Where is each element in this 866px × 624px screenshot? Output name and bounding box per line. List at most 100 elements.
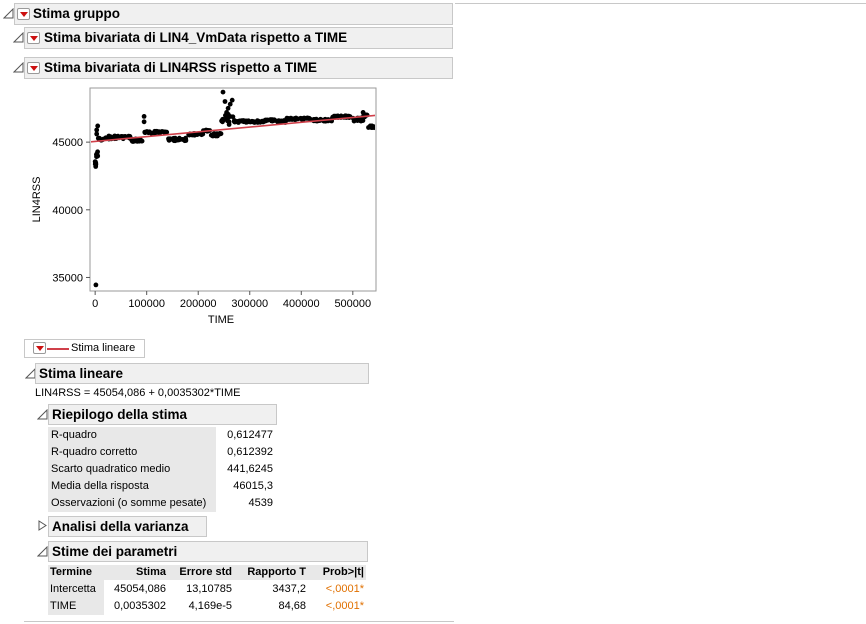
data-point [331, 113, 337, 119]
data-point [120, 134, 126, 139]
collapse-triangle-icon[interactable] [37, 546, 48, 557]
summary-value: 0,612477 [227, 429, 273, 441]
data-point [222, 99, 228, 104]
data-point [278, 119, 284, 125]
params-cell: <,0001* [325, 583, 364, 595]
params-cell: 4,169e-5 [188, 600, 232, 612]
expand-triangle-icon[interactable] [37, 520, 48, 531]
params-header-row [48, 565, 366, 580]
legend-box [24, 339, 145, 358]
scatter-plot[interactable]: 35000 40000 45000 0 100000 200000 300000 400000… [20, 80, 390, 335]
data-point [264, 118, 269, 123]
data-point [157, 130, 163, 136]
params-cell: 84,68 [278, 600, 306, 612]
params-column-header: Prob>|t| [322, 566, 364, 578]
y-tick-label: 40000 [52, 205, 83, 217]
group-title: Stima gruppo [33, 6, 120, 21]
data-point [227, 101, 233, 107]
divider [24, 621, 454, 622]
summary-value: 441,6245 [227, 463, 273, 475]
fit-header[interactable] [35, 363, 369, 384]
data-point [147, 129, 152, 135]
summary-value: 0,612392 [227, 446, 273, 458]
y-tick-label: 45000 [52, 137, 83, 149]
data-point [230, 114, 236, 120]
params-cell: Intercetta [50, 583, 96, 595]
section2-header[interactable] [24, 57, 453, 79]
summary-label: Osservazioni (o somme pesate) [51, 497, 207, 509]
red-triangle-menu-button[interactable] [27, 62, 40, 74]
anova-header[interactable] [48, 516, 207, 537]
data-point [225, 105, 231, 111]
params-cell: TIME [50, 600, 77, 612]
data-point [141, 114, 147, 119]
data-point [211, 131, 217, 136]
x-tick-label: 0 [92, 298, 98, 310]
data-point [232, 119, 238, 125]
data-point [252, 120, 257, 125]
x-tick-label: 100000 [128, 298, 165, 310]
data-point [93, 282, 99, 288]
data-point [129, 138, 135, 144]
data-point [94, 153, 100, 158]
anova-title: Analisi della varianza [52, 519, 189, 534]
summary-value: 4539 [248, 497, 273, 509]
data-point [199, 132, 205, 138]
params-cell: 13,10785 [186, 583, 232, 595]
params-cell: 45054,086 [114, 583, 166, 595]
data-point [360, 110, 366, 115]
x-tick-label: 300000 [231, 298, 268, 310]
data-point [351, 118, 357, 124]
params-title: Stime dei parametri [52, 544, 178, 559]
data-point [224, 110, 230, 115]
data-point [298, 115, 303, 121]
group-header[interactable] [14, 3, 453, 25]
data-point [225, 118, 230, 124]
params-column-header: Termine [50, 566, 92, 578]
params-column-header: Errore std [179, 566, 232, 578]
summary-header[interactable] [48, 404, 277, 425]
red-triangle-menu-button[interactable] [33, 342, 46, 354]
data-point [371, 124, 375, 129]
x-axis-label: TIME [208, 314, 234, 326]
data-point [220, 116, 226, 122]
collapse-triangle-icon[interactable] [13, 62, 24, 73]
y-tick-label: 35000 [52, 272, 83, 284]
summary-label: R-quadro [51, 429, 97, 441]
data-point [181, 137, 187, 143]
params-header[interactable] [48, 541, 368, 562]
section2-title: Stima bivariata di LIN4RSS rispetto a TI… [44, 60, 318, 75]
params-cell: 3437,2 [272, 583, 306, 595]
summary-title: Riepilogo della stima [52, 407, 188, 422]
data-point [236, 120, 241, 125]
data-point [177, 135, 182, 141]
data-points-group [91, 89, 375, 288]
summary-label: Scarto quadratico medio [51, 463, 171, 475]
data-point [94, 131, 100, 137]
params-cell: 0,0035302 [114, 600, 166, 612]
x-tick-label: 400000 [283, 298, 320, 310]
data-point [170, 137, 176, 143]
data-point [223, 113, 229, 119]
collapse-triangle-icon[interactable] [37, 409, 48, 420]
data-point [164, 129, 169, 135]
data-point [268, 117, 274, 122]
data-point [95, 123, 101, 129]
collapse-triangle-icon[interactable] [3, 8, 14, 19]
data-point [285, 116, 291, 121]
red-triangle-menu-button[interactable] [17, 8, 30, 20]
summary-value: 46015,3 [233, 480, 273, 492]
section1-header[interactable] [24, 27, 453, 49]
data-point [302, 116, 307, 121]
summary-label-column [48, 427, 216, 512]
red-triangle-menu-button[interactable] [27, 32, 40, 44]
divider [455, 3, 866, 4]
data-point [226, 122, 232, 127]
data-point [152, 128, 158, 134]
summary-label: Media della risposta [51, 480, 149, 492]
x-tick-label: 500000 [334, 298, 371, 310]
data-point [142, 130, 148, 135]
params-term-column [48, 580, 104, 615]
section1-title: Stima bivariata di LIN4_VmData rispetto … [44, 30, 348, 45]
collapse-triangle-icon[interactable] [13, 32, 24, 43]
